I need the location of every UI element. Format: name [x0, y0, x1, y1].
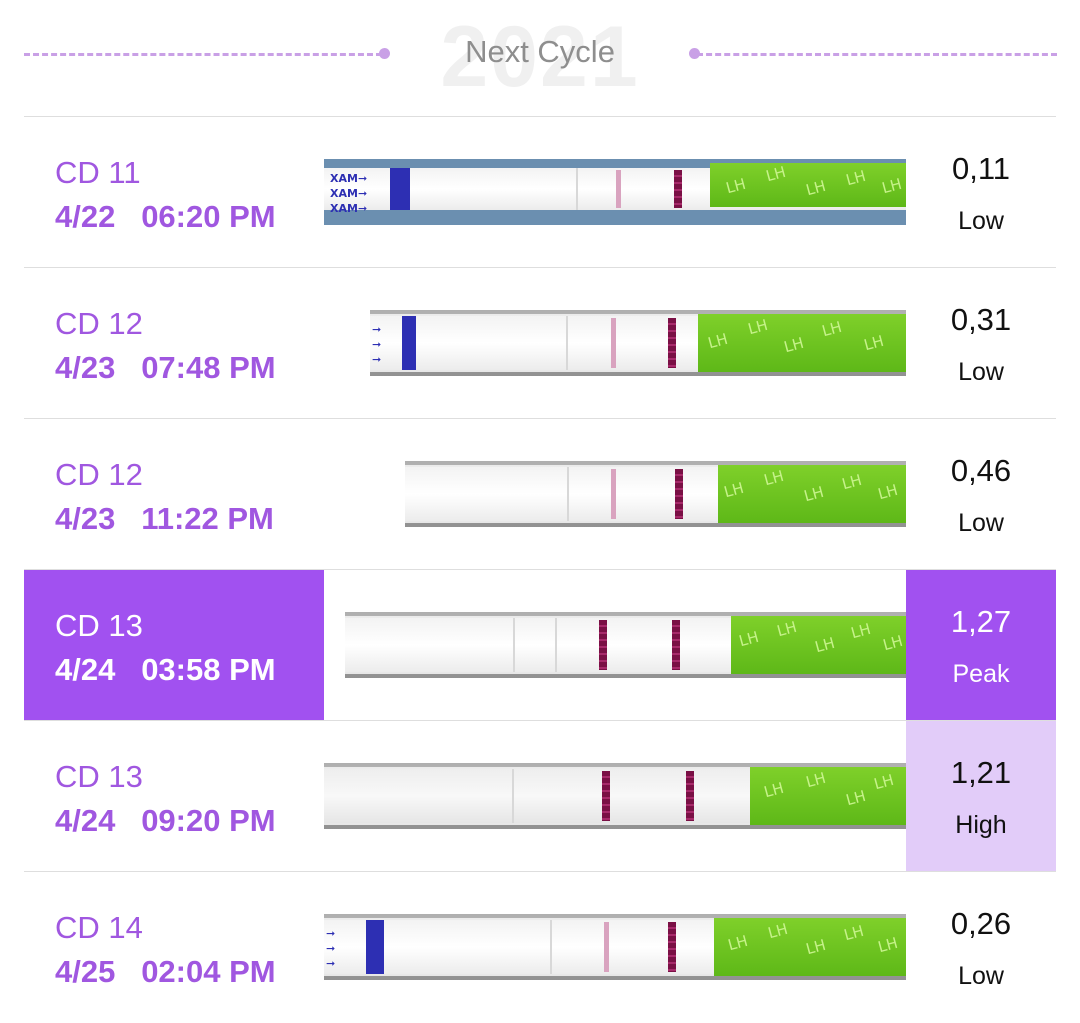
lh-ratio: 0,46 — [950, 453, 1012, 488]
test-line — [599, 620, 607, 670]
test-strip-photo[interactable]: LH LH LH LH LH — [345, 612, 906, 678]
strip-handle — [366, 920, 384, 974]
test-time: 07:48 PM — [141, 350, 276, 385]
test-datetime: 4/23 11:22 PM — [55, 503, 274, 534]
lh-level: Low — [958, 207, 1004, 235]
year-watermark: 2021 — [440, 9, 640, 105]
test-time: 11:22 PM — [141, 501, 274, 536]
test-time: 09:20 PM — [141, 803, 276, 838]
control-line — [672, 620, 680, 670]
lh-label: LH LH LH LH LH — [698, 314, 906, 372]
test-date: 4/22 — [55, 199, 116, 234]
cycle-title: Next Cycle — [465, 34, 615, 69]
test-line — [616, 170, 621, 208]
test-strip-photo[interactable]: ➞ ➞ ➞ LH LH LH LH LH — [370, 310, 906, 376]
test-time: 06:20 PM — [141, 199, 276, 234]
test-datetime: 4/25 02:04 PM — [55, 956, 276, 987]
header-separator — [24, 116, 1056, 117]
max-arrows-icon: ➞ ➞ ➞ — [372, 323, 382, 366]
test-row[interactable]: CD 12 4/23 11:22 PM LH LH LH LH LH 0,46 … — [24, 419, 1056, 570]
lh-label: LH LH LH LH LH — [710, 163, 906, 207]
header-divider-left — [24, 53, 382, 56]
control-line — [686, 771, 694, 821]
test-date: 4/23 — [55, 350, 116, 385]
cycle-day: CD 12 — [55, 457, 143, 492]
strip-handle — [402, 316, 416, 370]
lh-ratio: 0,26 — [950, 906, 1012, 941]
cycle-day: CD 12 — [55, 306, 143, 341]
test-row[interactable]: CD 12 4/23 07:48 PM ➞ ➞ ➞ LH LH LH LH LH 0… — [24, 268, 1056, 419]
lh-result-cell: 0,11 Low — [906, 117, 1056, 267]
test-date-cell: CD 13 4/24 09:20 PM — [24, 721, 324, 871]
test-date-cell: CD 12 4/23 11:22 PM — [24, 419, 324, 569]
cycle-day: CD 11 — [55, 155, 141, 190]
lh-label: LH LH LH LH LH — [731, 616, 906, 674]
lh-ratio: 1,27 — [950, 604, 1012, 639]
lh-level: Peak — [952, 660, 1010, 688]
test-date: 4/23 — [55, 501, 116, 536]
divider-dot-right — [689, 48, 700, 59]
lh-level: Low — [958, 509, 1004, 537]
lh-label: LH LH LH LH — [750, 767, 906, 825]
lh-label: LH LH LH LH LH — [714, 918, 906, 976]
lh-ratio: 1,21 — [950, 755, 1012, 790]
test-date-cell: CD 11 4/22 06:20 PM — [24, 117, 324, 267]
test-date: 4/25 — [55, 954, 116, 989]
test-line — [602, 771, 610, 821]
control-line — [674, 170, 682, 208]
test-row[interactable]: CD 14 4/25 02:04 PM ➞ ➞ ➞ LH LH LH LH LH 0… — [24, 872, 1056, 1023]
cycle-day: CD 13 — [55, 608, 143, 643]
test-time: 02:04 PM — [141, 954, 276, 989]
max-arrows-icon: XAM➞ XAM➞ XAM➞ — [330, 172, 368, 215]
header-divider-right — [697, 53, 1057, 56]
max-arrows-icon: ➞ ➞ ➞ — [326, 927, 336, 970]
test-line — [611, 469, 616, 519]
lh-result-cell: 0,26 Low — [906, 872, 1056, 1022]
divider-dot-left — [379, 48, 390, 59]
control-line — [668, 922, 676, 972]
test-line — [611, 318, 616, 368]
test-time: 03:58 PM — [141, 652, 276, 687]
lh-result-cell: 1,27 Peak — [906, 570, 1056, 720]
test-strip-photo[interactable]: XAM➞ XAM➞ XAM➞ LH LH LH LH LH — [324, 159, 906, 225]
cycle-header: 2021 Next Cycle — [0, 0, 1080, 116]
control-line — [668, 318, 676, 368]
lh-level: Low — [958, 962, 1004, 990]
lh-level: High — [955, 811, 1007, 839]
lh-result-cell: 0,46 Low — [906, 419, 1056, 569]
lh-label: LH LH LH LH LH — [718, 465, 906, 523]
test-row-high[interactable]: CD 13 4/24 09:20 PM LH LH LH LH 1,21 Hig… — [24, 721, 1056, 872]
test-date-cell: CD 13 4/24 03:58 PM — [24, 570, 324, 720]
cycle-day: CD 13 — [55, 759, 143, 794]
strip-handle — [390, 168, 410, 210]
test-date: 4/24 — [55, 652, 116, 687]
test-datetime: 4/23 07:48 PM — [55, 352, 276, 383]
test-date: 4/24 — [55, 803, 116, 838]
test-row[interactable]: CD 11 4/22 06:20 PM XAM➞ XAM➞ XAM➞ LH LH L… — [24, 117, 1056, 268]
test-row-peak[interactable]: CD 13 4/24 03:58 PM LH LH LH LH LH 1,27 … — [24, 570, 1056, 721]
cycle-day: CD 14 — [55, 910, 143, 945]
test-strip-photo[interactable]: LH LH LH LH LH — [405, 461, 906, 527]
test-date-cell: CD 14 4/25 02:04 PM — [24, 872, 324, 1022]
test-datetime: 4/24 09:20 PM — [55, 805, 276, 836]
test-datetime: 4/22 06:20 PM — [55, 201, 276, 232]
test-strip-photo[interactable]: ➞ ➞ ➞ LH LH LH LH LH — [324, 914, 906, 980]
lh-result-cell: 0,31 Low — [906, 268, 1056, 418]
test-strip-photo[interactable]: LH LH LH LH — [324, 763, 906, 829]
lh-level: Low — [958, 358, 1004, 386]
lh-result-cell: 1,21 High — [906, 721, 1056, 871]
test-line — [604, 922, 609, 972]
lh-ratio: 0,31 — [950, 302, 1012, 337]
lh-ratio: 0,11 — [951, 151, 1011, 186]
test-datetime: 4/24 03:58 PM — [55, 654, 276, 685]
test-date-cell: CD 12 4/23 07:48 PM — [24, 268, 324, 418]
control-line — [675, 469, 683, 519]
